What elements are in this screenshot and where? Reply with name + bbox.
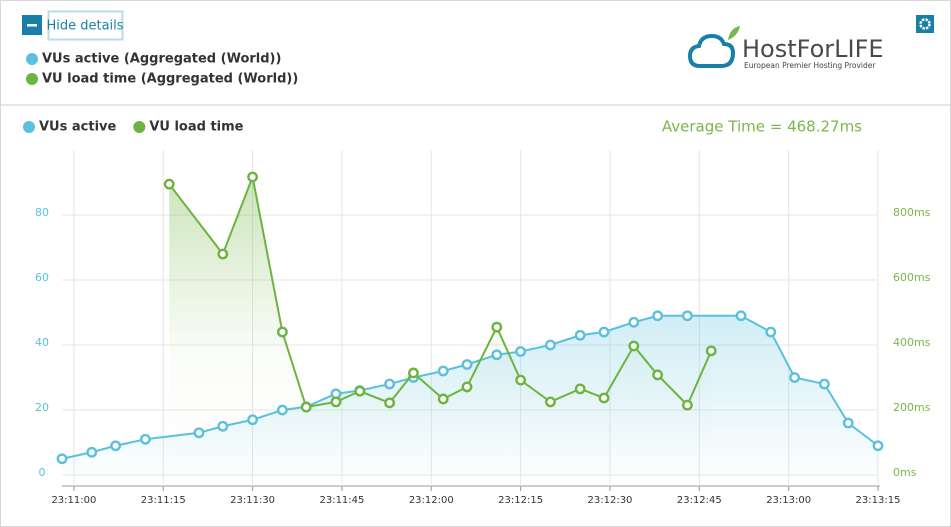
y2-tick-label: 800ms	[893, 206, 931, 219]
logo-tagline: European Premier Hosting Provider	[744, 61, 876, 70]
data-point	[735, 310, 747, 322]
data-point	[628, 340, 640, 352]
data-point	[300, 401, 312, 413]
data-point	[354, 385, 366, 397]
data-point	[652, 369, 664, 381]
data-point	[574, 383, 586, 395]
data-point	[461, 381, 473, 393]
data-point	[86, 446, 98, 458]
legend-label: VUs active	[39, 120, 117, 135]
data-point	[437, 365, 449, 377]
y-tick-label: 40	[35, 336, 49, 349]
y-tick-label: 0	[39, 466, 46, 479]
data-point	[652, 310, 664, 322]
logo: HostForLIFE European Premier Hosting Pro…	[687, 26, 884, 70]
data-point	[765, 326, 777, 338]
data-point	[437, 393, 449, 405]
legend-label: VU load time (Aggregated (World))	[42, 72, 298, 87]
data-point	[330, 396, 342, 408]
data-point	[276, 326, 288, 338]
y2-tick-label: 0ms	[893, 466, 917, 479]
data-point	[384, 397, 395, 409]
data-point	[628, 316, 640, 328]
x-tick-label: 23:13:15	[856, 495, 901, 506]
y-tick-label: 20	[35, 401, 49, 414]
data-point	[461, 359, 473, 370]
logo-cloud	[687, 33, 736, 68]
legend-label: VUs active (Aggregated (World))	[42, 52, 281, 67]
data-point	[545, 339, 556, 351]
x-tick-label: 23:11:15	[141, 495, 186, 506]
data-point	[139, 433, 151, 445]
data-point	[818, 378, 830, 390]
x-tick-label: 23:12:15	[498, 495, 543, 506]
data-point	[842, 417, 854, 429]
y2-tick-label: 200ms	[893, 401, 931, 414]
data-point	[682, 310, 693, 322]
data-point	[705, 345, 717, 357]
legend-dot	[23, 121, 35, 133]
x-tick-label: 23:11:30	[230, 495, 275, 506]
x-tick-label: 23:12:00	[409, 495, 454, 506]
data-point	[491, 321, 503, 333]
data-point	[682, 399, 693, 411]
legend-label: VU load time	[149, 120, 243, 135]
data-point	[217, 248, 229, 260]
y-tick-label: 80	[35, 206, 49, 219]
data-point	[598, 326, 610, 338]
hide-details-button[interactable]	[47, 10, 124, 41]
data-point	[515, 374, 527, 386]
button-label[interactable]: Hide details	[46, 19, 123, 34]
data-point	[56, 453, 68, 465]
data-point	[408, 367, 419, 379]
data-point	[163, 178, 175, 190]
x-tick-label: 23:13:00	[766, 495, 811, 506]
annotation: Average Time = 468.27ms	[662, 118, 862, 136]
x-tick-label: 23:12:30	[588, 495, 633, 506]
y2-tick-label: 600ms	[893, 271, 931, 284]
y-tick-label: 60	[35, 271, 49, 284]
legend-dot	[133, 121, 146, 133]
series-line	[168, 173, 713, 409]
data-point	[872, 440, 884, 452]
series-area	[169, 176, 712, 475]
data-point	[515, 346, 527, 357]
data-point	[384, 378, 395, 390]
legend-dot	[26, 73, 38, 85]
data-point	[598, 392, 610, 404]
legend-dot	[26, 53, 38, 65]
x-tick-label: 23:11:45	[319, 495, 364, 506]
data-point	[247, 171, 258, 183]
gear-icon	[919, 18, 931, 30]
data-point	[789, 372, 801, 383]
data-point	[110, 440, 122, 452]
data-point	[574, 329, 586, 341]
x-tick-label: 23:11:00	[51, 495, 96, 506]
data-point	[545, 396, 556, 408]
minus-icon	[27, 24, 37, 27]
x-tick-label: 23:12:45	[677, 495, 722, 506]
logo-leaf	[728, 26, 740, 40]
settings-button[interactable]	[916, 15, 934, 33]
y2-tick-label: 400ms	[893, 336, 931, 349]
logo-name: HostForLIFE	[742, 35, 884, 63]
